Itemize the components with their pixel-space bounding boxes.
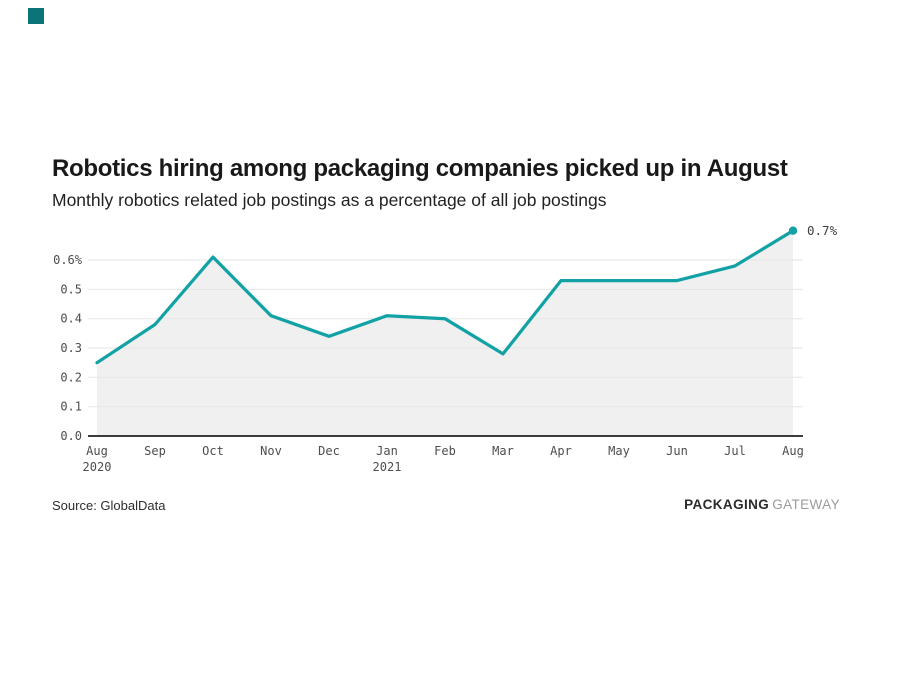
x-axis-tick-label: Jul — [724, 444, 746, 458]
chart-subtitle: Monthly robotics related job postings as… — [52, 190, 607, 210]
y-axis-tick-label: 0.5 — [60, 282, 82, 296]
x-axis-tick-label: Jan — [376, 444, 398, 458]
y-axis-tick-label: 0.3 — [60, 341, 82, 355]
x-axis-year-label: 2021 — [373, 460, 402, 474]
area-fill — [97, 230, 793, 436]
brand-square — [28, 8, 44, 24]
x-axis-tick-label: Aug — [782, 444, 804, 458]
publisher-logo: PACKAGING GATEWAY — [684, 497, 840, 512]
x-axis-year-label: 2020 — [83, 460, 112, 474]
x-axis-tick-label: Dec — [318, 444, 340, 458]
y-axis-tick-label: 0.6% — [53, 253, 83, 267]
y-axis-tick-label: 0.0 — [60, 429, 82, 443]
source-label: Source: GlobalData — [52, 498, 166, 513]
x-axis-tick-label: Apr — [550, 444, 572, 458]
x-axis-tick-label: Sep — [144, 444, 166, 458]
x-axis-tick-label: Jun — [666, 444, 688, 458]
y-axis-tick-label: 0.1 — [60, 400, 82, 414]
x-axis-tick-label: Oct — [202, 444, 224, 458]
y-axis-tick-label: 0.4 — [60, 312, 82, 326]
x-axis-tick-label: May — [608, 444, 630, 458]
x-axis-tick-label: Feb — [434, 444, 456, 458]
end-point-marker — [788, 226, 798, 235]
publisher-logo-bold: PACKAGING — [684, 497, 770, 512]
chart-title: Robotics hiring among packaging companie… — [52, 155, 788, 182]
y-axis-tick-label: 0.2 — [60, 370, 82, 384]
x-axis-tick-label: Mar — [492, 444, 514, 458]
x-axis-tick-label: Aug — [86, 444, 108, 458]
publisher-logo-light: GATEWAY — [772, 497, 840, 512]
x-axis-tick-label: Nov — [260, 444, 282, 458]
trend-line — [95, 229, 795, 365]
end-value-label: 0.7% — [807, 223, 838, 238]
